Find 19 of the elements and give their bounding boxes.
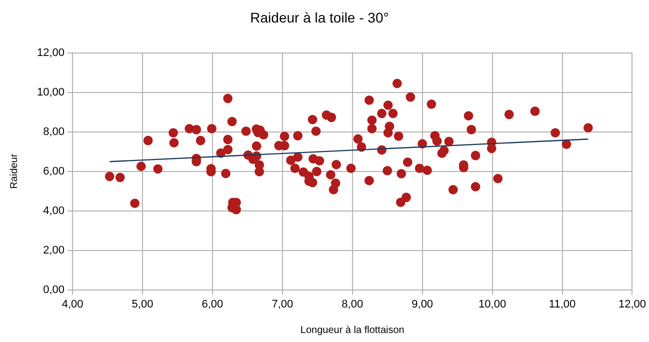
- y-tick-label: 0,00: [43, 284, 65, 296]
- y-axis-title: Raideur: [8, 153, 20, 189]
- x-tick-label: 12,00: [618, 298, 646, 310]
- x-tick-label: 8,00: [342, 298, 364, 310]
- x-tick-label: 7,00: [272, 298, 294, 310]
- y-tick-label: 4,00: [43, 204, 65, 217]
- chart-title: Raideur à la toile - 30°: [250, 9, 389, 26]
- x-tick-label: 10,00: [478, 298, 506, 310]
- x-tick-label: 4,00: [62, 298, 84, 310]
- x-tick-label: 11,00: [548, 298, 576, 310]
- y-tick-label: 12,00: [36, 46, 65, 59]
- y-tick-label: 6,00: [43, 165, 65, 178]
- x-tick-label: 5,00: [132, 298, 154, 310]
- x-tick-label: 6,00: [202, 298, 224, 310]
- x-axis-title: Longueur à la flottaison: [300, 324, 404, 336]
- y-tick-label: 2,00: [43, 244, 65, 256]
- x-tick-label: 9,00: [412, 298, 434, 310]
- y-tick-label: 8,00: [43, 126, 65, 138]
- y-tick-label: 10,00: [36, 86, 65, 98]
